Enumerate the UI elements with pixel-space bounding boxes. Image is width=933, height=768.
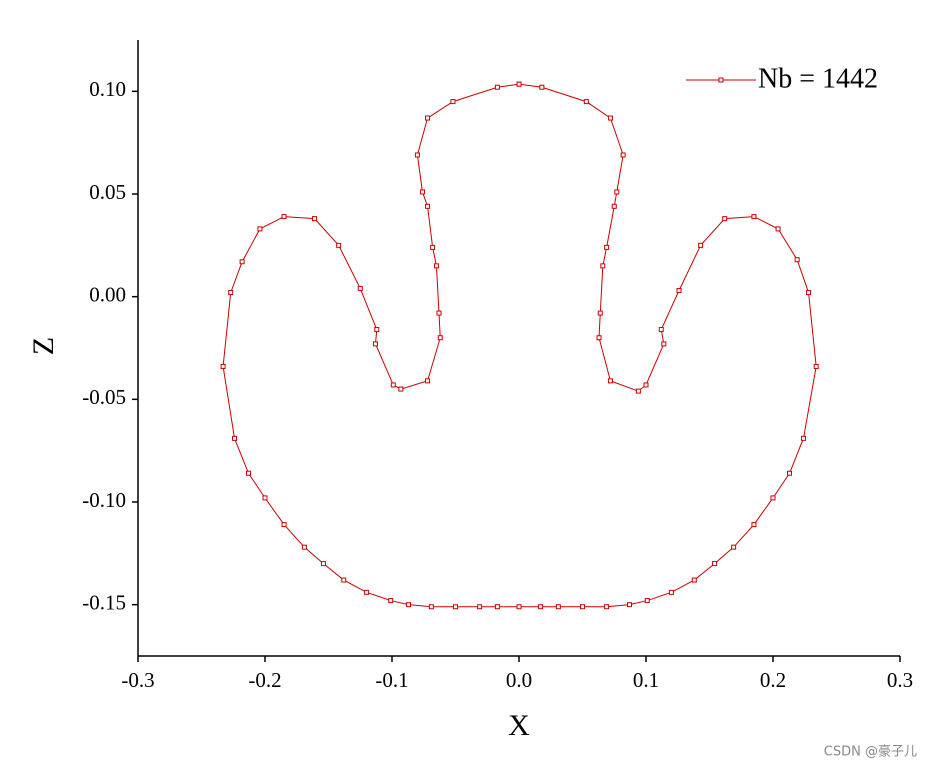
point-marker (712, 561, 718, 567)
legend-label: Nb = 1442 (758, 63, 878, 94)
point-marker (751, 522, 757, 528)
point-marker (813, 363, 819, 369)
point-marker (626, 602, 632, 608)
point-marker (751, 214, 757, 220)
x-tick-label: -0.3 (121, 668, 154, 692)
y-tick-label: 0.00 (89, 282, 126, 306)
point-marker (611, 203, 617, 209)
point-marker (390, 382, 396, 388)
point-marker (538, 604, 544, 610)
point-marker (596, 335, 602, 341)
point-marker (450, 99, 456, 105)
point-marker (320, 561, 326, 567)
point-marker (775, 226, 781, 232)
point-marker (312, 216, 318, 222)
point-marker (281, 214, 287, 220)
y-tick-label: -0.05 (82, 385, 126, 409)
point-marker (433, 263, 439, 269)
point-marker (228, 290, 234, 296)
point-marker (668, 589, 674, 595)
point-marker (406, 602, 412, 608)
point-marker (698, 242, 704, 248)
point-marker (419, 189, 425, 195)
point-marker (770, 495, 776, 501)
point-marker (357, 285, 363, 291)
point-marker (658, 327, 664, 333)
point-marker (336, 242, 342, 248)
point-marker (341, 577, 347, 583)
point-marker (232, 435, 238, 441)
point-marker (430, 244, 436, 250)
point-marker (372, 341, 378, 347)
point-marker (794, 257, 800, 263)
point-marker (614, 189, 620, 195)
point-marker (437, 335, 443, 341)
point-marker (220, 363, 226, 369)
point-marker (635, 388, 641, 394)
point-marker (607, 115, 613, 121)
point-marker (239, 259, 245, 265)
point-marker (806, 290, 812, 296)
point-marker (516, 604, 522, 610)
point-marker (245, 470, 251, 476)
y-tick-label: 0.10 (89, 77, 126, 101)
point-marker (398, 386, 404, 392)
x-axis-label: X (508, 709, 530, 742)
legend-marker (718, 77, 724, 83)
point-marker (644, 598, 650, 604)
point-marker (477, 604, 483, 610)
x-tick-label: 0.0 (506, 668, 532, 692)
point-marker (604, 604, 610, 610)
point-marker (436, 310, 442, 316)
point-marker (600, 263, 606, 269)
x-tick-label: -0.1 (375, 668, 408, 692)
y-tick-label: -0.10 (82, 488, 126, 512)
point-marker (607, 378, 613, 384)
point-marker (494, 604, 500, 610)
y-tick-label: 0.05 (89, 180, 126, 204)
point-marker (281, 522, 287, 528)
x-tick-label: 0.2 (760, 668, 786, 692)
point-marker (262, 495, 268, 501)
point-marker (425, 115, 431, 121)
point-marker (722, 216, 728, 222)
point-marker (428, 604, 434, 610)
point-marker (364, 589, 370, 595)
x-tick-label: 0.3 (887, 668, 913, 692)
point-marker (583, 99, 589, 105)
x-tick-label: -0.2 (248, 668, 281, 692)
point-marker (691, 577, 697, 583)
point-marker (643, 382, 649, 388)
point-marker (425, 203, 431, 209)
point-marker (516, 81, 522, 87)
point-marker (453, 604, 458, 610)
point-marker (597, 310, 603, 316)
point-marker (787, 470, 793, 476)
point-marker (257, 226, 263, 232)
point-marker (414, 152, 420, 158)
point-marker (620, 152, 626, 158)
point-marker (676, 288, 682, 294)
point-marker (604, 244, 610, 250)
point-marker (425, 378, 431, 384)
point-marker (661, 341, 667, 347)
point-marker (580, 604, 585, 610)
watermark: CSDN @豪子儿 (824, 744, 917, 760)
point-marker (731, 544, 737, 550)
y-axis-label: Z (27, 337, 60, 355)
point-marker (374, 327, 380, 333)
point-marker (555, 604, 561, 610)
point-marker (494, 84, 500, 90)
point-marker (388, 598, 394, 604)
point-marker (800, 435, 806, 441)
y-tick-label: -0.15 (82, 590, 126, 614)
series-line (222, 83, 817, 608)
point-marker (301, 544, 307, 550)
x-tick-label: 0.1 (633, 668, 659, 692)
point-marker (539, 84, 545, 90)
